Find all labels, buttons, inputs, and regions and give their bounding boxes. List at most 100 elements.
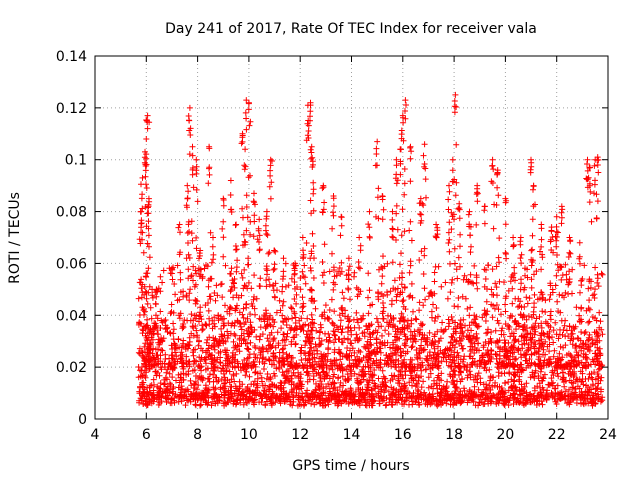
data-point: [186, 297, 193, 304]
data-point: [531, 387, 538, 394]
data-point: [155, 346, 161, 353]
data-point: [279, 346, 286, 353]
data-point: [341, 397, 348, 404]
data-point: [256, 336, 263, 343]
data-point: [241, 162, 248, 169]
data-point: [416, 200, 423, 207]
data-point: [261, 366, 267, 372]
data-point: [292, 285, 298, 292]
data-point: [394, 226, 401, 233]
data-point: [523, 395, 530, 402]
data-point: [211, 386, 217, 393]
data-point: [587, 395, 594, 402]
data-point: [367, 355, 374, 362]
data-point: [169, 266, 176, 273]
data-point: [270, 287, 277, 294]
data-point: [451, 336, 458, 343]
data-point: [188, 393, 195, 400]
data-point: [279, 312, 286, 319]
data-point: [597, 388, 604, 395]
data-point: [244, 214, 251, 221]
data-point: [521, 340, 528, 347]
data-point: [339, 326, 346, 332]
data-point: [385, 323, 392, 330]
data-point: [469, 361, 476, 368]
data-point: [179, 325, 186, 332]
data-point: [586, 199, 593, 206]
data-point: [528, 262, 535, 269]
data-point: [592, 341, 599, 348]
data-point: [145, 225, 152, 232]
data-point: [473, 313, 480, 320]
data-point: [387, 313, 394, 320]
data-point: [186, 117, 193, 124]
data-point: [241, 357, 248, 363]
data-point: [211, 337, 218, 344]
data-point: [379, 332, 385, 339]
data-point: [150, 398, 157, 405]
data-point: [355, 385, 362, 391]
data-point: [431, 269, 438, 276]
data-point: [526, 295, 533, 302]
data-point: [233, 385, 240, 392]
data-point: [453, 179, 460, 186]
data-point: [270, 338, 277, 344]
data-point: [355, 264, 362, 271]
data-point: [173, 353, 180, 360]
data-point: [556, 350, 563, 357]
data-point: [243, 368, 250, 375]
data-point: [293, 300, 300, 307]
data-point: [287, 401, 294, 408]
data-point: [245, 261, 252, 268]
data-point: [231, 398, 238, 405]
data-point: [598, 363, 605, 370]
data-point: [193, 386, 200, 393]
data-point: [245, 333, 252, 340]
data-point: [387, 344, 393, 351]
data-point: [268, 179, 275, 186]
data-point: [340, 382, 347, 389]
data-point: [224, 335, 231, 341]
data-point: [446, 182, 452, 189]
data-point: [598, 326, 605, 333]
data-point: [234, 358, 241, 365]
data-point: [547, 356, 554, 363]
data-point: [501, 380, 508, 387]
y-tick-label: 0.02: [56, 360, 87, 376]
data-point: [511, 371, 518, 378]
data-point: [593, 386, 600, 393]
data-point: [205, 277, 212, 284]
data-point: [231, 284, 238, 291]
data-point: [227, 360, 233, 367]
data-point: [493, 202, 500, 208]
data-point: [474, 285, 481, 292]
data-point: [138, 285, 145, 292]
data-point: [380, 315, 386, 322]
data-point: [190, 352, 197, 359]
data-point: [350, 316, 357, 323]
data-point: [552, 363, 558, 370]
data-point: [227, 177, 234, 184]
data-point: [435, 337, 442, 344]
data-point: [586, 182, 593, 189]
data-point: [312, 305, 319, 312]
data-point: [454, 275, 461, 282]
data-point: [202, 356, 209, 363]
data-point: [505, 379, 512, 385]
data-point: [522, 265, 528, 272]
data-point: [234, 302, 240, 309]
data-point: [183, 393, 190, 400]
data-point: [513, 326, 519, 333]
data-point: [551, 395, 558, 402]
data-point: [556, 291, 563, 298]
data-point: [406, 379, 413, 386]
data-point: [399, 372, 405, 379]
data-point: [378, 280, 385, 287]
data-point: [445, 352, 452, 359]
data-point: [203, 360, 209, 367]
data-point: [155, 336, 162, 343]
data-point: [157, 385, 164, 392]
data-point: [467, 304, 474, 311]
x-tick-labels: 4 6 8 10 12 14 16 18 20 22 24: [91, 427, 617, 443]
data-point: [446, 236, 453, 243]
